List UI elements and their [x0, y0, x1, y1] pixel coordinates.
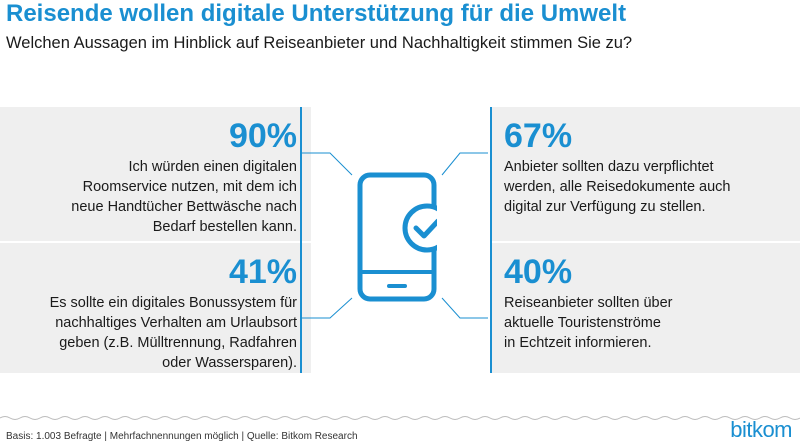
stat-line: Es sollte ein digitales Bonussystem für: [49, 295, 297, 311]
smartphone-check-icon: [357, 172, 437, 302]
stat-value: 90%: [228, 117, 297, 155]
stat-line: nachhaltiges Verhalten am Urlaubsort: [55, 315, 297, 331]
stat-line: Ich würden einen digitalen: [128, 159, 297, 175]
stat-card-top-left: 90% Ich würden einen digitalen Roomservi…: [0, 107, 311, 241]
stat-line: Bedarf bestellen kann.: [152, 219, 297, 235]
stat-description: Anbieter sollten dazu verpflichtet werde…: [504, 157, 794, 217]
stat-value: 40%: [504, 253, 573, 291]
stat-line: aktuelle Touristenströme: [504, 315, 661, 331]
divider-left: [300, 107, 302, 373]
stat-value: 41%: [228, 253, 297, 291]
page-subtitle: Welchen Aussagen im Hinblick auf Reisean…: [6, 34, 633, 52]
bitkom-logo: bitkom: [730, 417, 792, 442]
stat-value: 67%: [504, 117, 573, 155]
connector-top-right: [441, 152, 488, 176]
stat-line: neue Handtücher Bettwäsche nach: [71, 199, 297, 215]
wavy-divider: [0, 416, 800, 420]
stat-line: in Echtzeit informieren.: [504, 335, 652, 351]
stat-line: geben (z.B. Mülltrennung, Radfahren: [59, 335, 297, 351]
stat-line: digital zur Verfügung zu stellen.: [504, 199, 706, 215]
stat-line: Anbieter sollten dazu verpflichtet: [504, 159, 714, 175]
divider-right: [490, 107, 492, 373]
stat-card-bottom-left: 41% Es sollte ein digitales Bonussystem …: [0, 243, 311, 373]
stat-description: Reiseanbieter sollten über aktuelle Tour…: [504, 293, 794, 353]
stat-line: werden, alle Reisedokumente auch: [504, 179, 731, 195]
source-note: Basis: 1.003 Befragte | Mehrfachnennunge…: [6, 431, 358, 442]
stat-line: oder Wassersparen).: [162, 355, 297, 371]
stat-line: Reiseanbieter sollten über: [504, 295, 673, 311]
stat-line: Roomservice nutzen, mit dem ich: [82, 179, 297, 195]
stat-description: Ich würden einen digitalen Roomservice n…: [27, 157, 297, 237]
page-title: Reisende wollen digitale Unterstützung f…: [6, 0, 627, 27]
stat-card-top-right: 67% Anbieter sollten dazu verpflichtet w…: [490, 107, 800, 241]
stat-description: Es sollte ein digitales Bonussystem für …: [7, 293, 297, 373]
stat-card-bottom-right: 40% Reiseanbieter sollten über aktuelle …: [490, 243, 800, 373]
connector-bottom-right: [441, 297, 488, 319]
